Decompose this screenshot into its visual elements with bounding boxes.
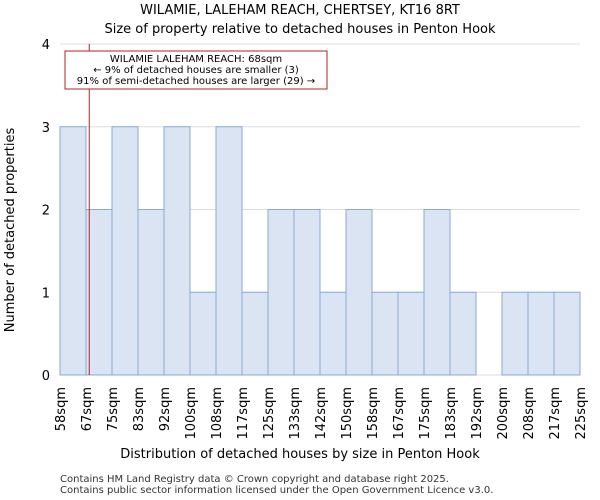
annotation-line-1: WILAMIE LALEHAM REACH: 68sqm [110, 54, 282, 65]
bar-117sqm [241, 291, 269, 376]
bar-108sqm [215, 126, 243, 376]
x-tick-label: 133sqm [288, 387, 303, 440]
x-axis-label: Distribution of detached houses by size … [120, 447, 480, 462]
bar-158sqm [371, 291, 399, 376]
y-tick-label: 4 [42, 38, 50, 53]
x-tick-label: 117sqm [236, 387, 251, 440]
bar-200sqm [501, 291, 529, 376]
y-axis-label: Number of detached properties [3, 128, 18, 333]
bar-208sqm [527, 291, 555, 376]
x-tick-label: 183sqm [444, 387, 459, 440]
bar-100sqm [189, 291, 217, 376]
chart-title-line1: WILAMIE, LALEHAM REACH, CHERTSEY, KT16 8… [140, 3, 460, 18]
y-tick-label: 0 [42, 369, 50, 384]
bar-217sqm [553, 291, 581, 376]
annotation-box [64, 50, 328, 90]
x-tick-label: 125sqm [262, 387, 277, 440]
bar-167sqm [397, 291, 425, 376]
x-tick-label: 108sqm [210, 387, 225, 440]
x-tick-label: 58sqm [54, 387, 69, 431]
chart-title-line2: Size of property relative to detached ho… [104, 22, 496, 37]
bar-92sqm [163, 126, 191, 376]
y-tick-label: 3 [42, 121, 50, 136]
bar-67sqm [85, 209, 113, 376]
x-tick-label: 100sqm [184, 387, 199, 440]
x-tick-label: 175sqm [418, 387, 433, 440]
bar-75sqm [111, 126, 139, 376]
bar-175sqm [423, 209, 451, 376]
bar-83sqm [137, 209, 165, 376]
x-tick-label: 75sqm [106, 387, 121, 431]
bar-125sqm [267, 209, 295, 376]
x-tick-label: 225sqm [574, 387, 589, 440]
x-tick-label: 67sqm [80, 387, 95, 431]
bar-150sqm [345, 209, 373, 376]
bar-58sqm [59, 126, 87, 376]
bar-133sqm [293, 209, 321, 376]
y-tick-layer: 0 1 2 3 4 [42, 38, 50, 384]
footer-line1: Contains HM Land Registry data © Crown c… [60, 474, 449, 485]
x-tick-label: 92sqm [158, 387, 173, 431]
x-tick-label: 83sqm [132, 387, 147, 431]
annotation-line-3: 91% of semi-detached houses are larger (… [77, 76, 315, 87]
footer-line2: Contains public sector information licen… [60, 485, 493, 496]
x-tick-label: 150sqm [340, 387, 355, 440]
y-tick-label: 2 [42, 204, 50, 219]
x-tick-label: 142sqm [314, 387, 329, 440]
bar-142sqm [319, 291, 347, 376]
bar-183sqm [449, 291, 477, 376]
x-tick-label: 167sqm [392, 387, 407, 440]
marker-layer: WILAMIE LALEHAM REACH: 68sqm← 9% of deta… [64, 44, 328, 375]
bars-layer [59, 126, 581, 376]
x-tick-layer: 58sqm 67sqm 75sqm 83sqm 92sqm 100sqm 108sqm 117… [54, 387, 589, 440]
x-tick-label: 192sqm [470, 387, 485, 440]
x-tick-label: 158sqm [366, 387, 381, 440]
x-tick-label: 208sqm [522, 387, 537, 440]
annotation-line-2: ← 9% of detached houses are smaller (3) [93, 65, 299, 76]
x-tick-label: 200sqm [496, 387, 511, 440]
x-tick-label: 217sqm [548, 387, 563, 440]
y-tick-label: 1 [42, 286, 50, 301]
